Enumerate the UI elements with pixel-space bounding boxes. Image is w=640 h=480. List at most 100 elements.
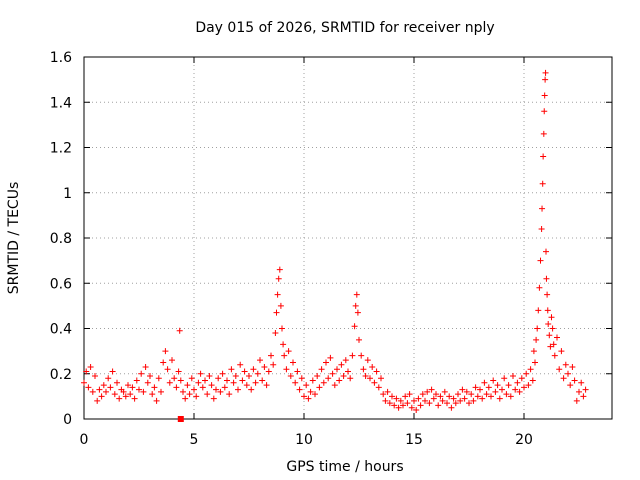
data-point bbox=[292, 379, 299, 386]
x-tick-label: 15 bbox=[405, 432, 423, 448]
data-point bbox=[415, 395, 422, 402]
data-point bbox=[382, 397, 389, 404]
data-point bbox=[573, 397, 580, 404]
data-point bbox=[171, 375, 178, 382]
data-point bbox=[543, 275, 550, 282]
data-point bbox=[177, 377, 184, 384]
data-point bbox=[562, 361, 569, 368]
data-point bbox=[380, 391, 387, 398]
data-point bbox=[338, 361, 345, 368]
data-point bbox=[213, 386, 219, 393]
data-point bbox=[362, 373, 369, 380]
data-point bbox=[402, 393, 409, 400]
data-point bbox=[424, 388, 431, 395]
data-point bbox=[273, 309, 280, 316]
data-point bbox=[536, 284, 543, 291]
data-point bbox=[151, 384, 158, 391]
data-point bbox=[263, 382, 270, 389]
data-point bbox=[378, 375, 384, 382]
data-point bbox=[530, 348, 537, 355]
data-point bbox=[98, 393, 105, 400]
data-point bbox=[544, 307, 551, 314]
data-point bbox=[232, 373, 239, 380]
extra-marks bbox=[177, 416, 184, 422]
data-point bbox=[85, 384, 92, 391]
data-point bbox=[237, 361, 244, 368]
data-point bbox=[539, 180, 546, 187]
data-point bbox=[351, 323, 358, 330]
data-point bbox=[345, 368, 351, 375]
data-point bbox=[320, 379, 327, 386]
data-point bbox=[81, 379, 87, 386]
data-point bbox=[166, 379, 173, 386]
data-point bbox=[430, 395, 437, 402]
data-point bbox=[483, 391, 490, 398]
data-point bbox=[371, 379, 378, 386]
data-point bbox=[395, 404, 402, 411]
data-point bbox=[452, 400, 459, 407]
data-point bbox=[533, 336, 540, 343]
data-point bbox=[532, 359, 538, 366]
data-point bbox=[360, 366, 367, 373]
data-point bbox=[422, 397, 428, 404]
data-point bbox=[546, 332, 553, 339]
data-point bbox=[369, 363, 376, 370]
x-tick-labels: 0 5 10 15 20 bbox=[80, 432, 533, 448]
data-point bbox=[243, 382, 250, 389]
data-point bbox=[184, 382, 191, 389]
data-point bbox=[334, 366, 340, 373]
data-point bbox=[444, 400, 450, 407]
data-point bbox=[100, 382, 107, 389]
data-point bbox=[83, 368, 90, 375]
data-point bbox=[228, 366, 235, 373]
data-point bbox=[268, 352, 274, 359]
data-point bbox=[281, 352, 288, 359]
data-point bbox=[87, 363, 94, 370]
data-point bbox=[347, 375, 354, 382]
data-point bbox=[448, 404, 455, 411]
data-point bbox=[259, 377, 266, 384]
data-point bbox=[474, 393, 481, 400]
data-point bbox=[386, 400, 393, 407]
data-point bbox=[210, 395, 217, 402]
data-point bbox=[468, 391, 475, 398]
data-point bbox=[298, 375, 305, 382]
data-point bbox=[490, 377, 497, 384]
data-point bbox=[543, 248, 549, 255]
data-point bbox=[426, 400, 433, 407]
x-tick-label: 0 bbox=[80, 432, 89, 448]
data-point bbox=[518, 375, 525, 382]
data-point bbox=[316, 384, 323, 391]
data-point bbox=[186, 391, 193, 398]
x-axis-label: GPS time / hours bbox=[286, 459, 403, 475]
data-point bbox=[373, 368, 380, 375]
data-point bbox=[305, 395, 312, 402]
data-point bbox=[499, 386, 505, 393]
data-point bbox=[419, 391, 426, 398]
data-point bbox=[549, 325, 556, 332]
data-point bbox=[144, 379, 151, 386]
data-point bbox=[155, 375, 162, 382]
data-point bbox=[127, 391, 134, 398]
data-point bbox=[477, 386, 483, 393]
data-point bbox=[133, 377, 140, 384]
data-point bbox=[215, 375, 222, 382]
data-point bbox=[439, 397, 446, 404]
data-point bbox=[353, 291, 360, 298]
data-point bbox=[109, 368, 116, 375]
data-point bbox=[437, 393, 444, 400]
data-point bbox=[129, 384, 136, 391]
data-point bbox=[400, 402, 406, 409]
data-point bbox=[250, 366, 257, 373]
data-point bbox=[164, 366, 171, 373]
data-point bbox=[457, 397, 464, 404]
data-point bbox=[521, 384, 527, 391]
data-point bbox=[567, 382, 574, 389]
data-point bbox=[158, 388, 164, 395]
data-point bbox=[131, 395, 138, 402]
data-point bbox=[277, 302, 284, 309]
data-point bbox=[114, 379, 120, 386]
data-point bbox=[169, 357, 175, 364]
data-point bbox=[309, 377, 316, 384]
